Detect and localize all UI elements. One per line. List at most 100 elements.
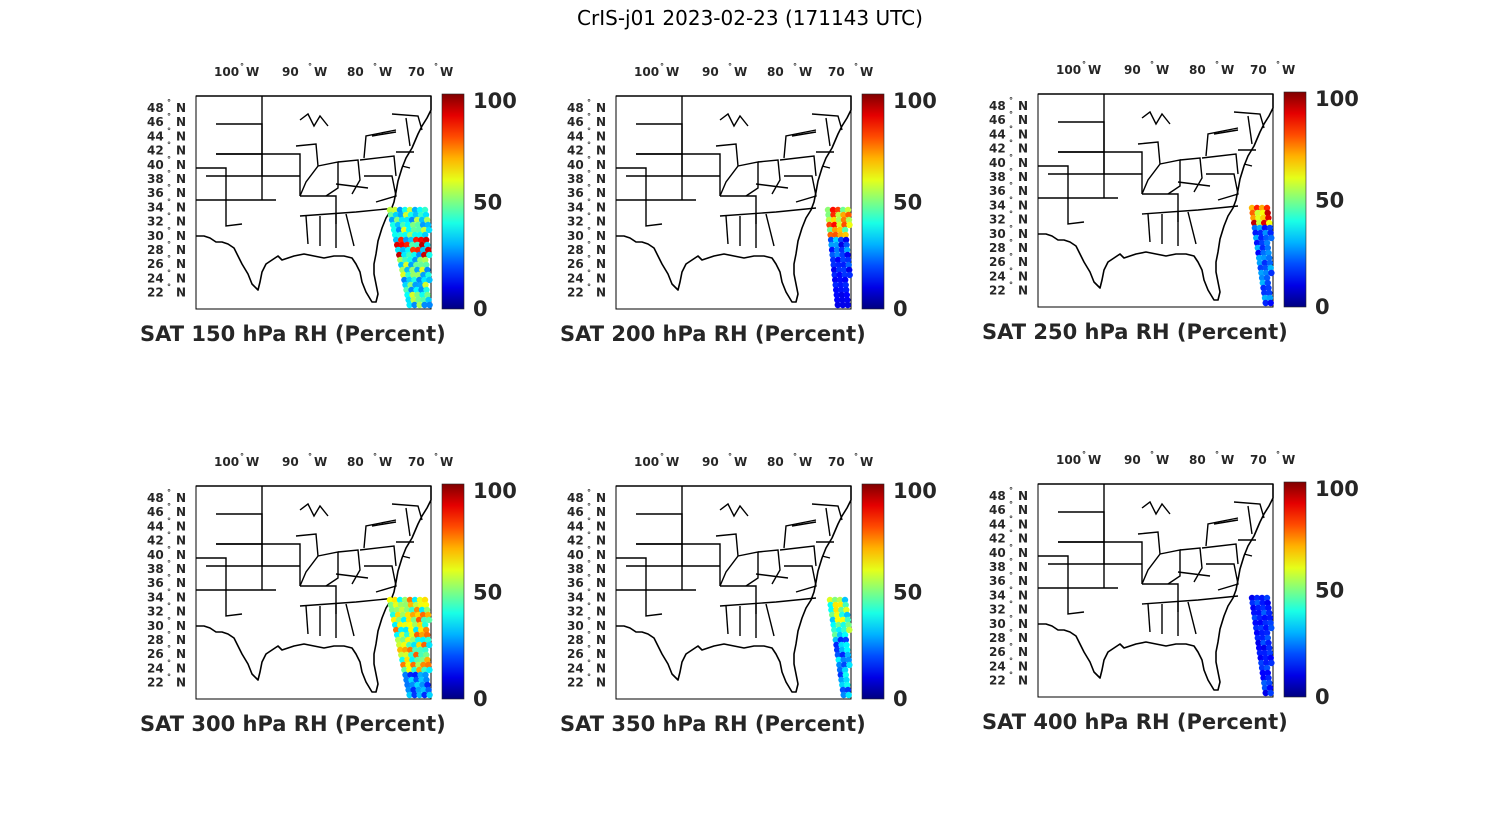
svg-text:°: ° [167, 240, 171, 249]
svg-text:48: 48 [567, 491, 584, 505]
state-border [1201, 153, 1239, 175]
svg-text:°: ° [167, 141, 171, 150]
state-border [779, 545, 817, 567]
svg-text:48: 48 [147, 101, 164, 115]
svg-text:N: N [176, 619, 186, 633]
map-svg: 100 ° W 90 ° W 80 ° W 70 ° W48 ° N46 ° N44 ° N42 ° N40 ° N38 °… [560, 452, 937, 736]
svg-text:28: 28 [989, 241, 1006, 255]
lat-label-46: 46 ° N [147, 502, 186, 519]
svg-text:34: 34 [147, 590, 164, 604]
state-border [1038, 165, 1118, 199]
lat-label-32: 32 ° N [567, 212, 606, 229]
svg-text:°: ° [660, 62, 664, 71]
state-border [737, 551, 759, 587]
colorbar-label-50: 50 [473, 581, 502, 605]
state-border [821, 165, 831, 169]
state-border [364, 565, 397, 593]
lat-label-32: 32 ° N [989, 600, 1028, 617]
state-border [682, 543, 721, 586]
state-border [1201, 543, 1239, 565]
lon-label-70: 70 ° W [408, 452, 453, 469]
svg-text:26: 26 [989, 255, 1006, 269]
map-area [615, 95, 853, 310]
coastline [616, 95, 852, 303]
panel-title: SAT 350 hPa RH (Percent) [560, 712, 866, 736]
svg-text:22: 22 [989, 674, 1006, 688]
svg-text:°: ° [587, 268, 591, 277]
svg-text:34: 34 [989, 588, 1006, 602]
svg-text:N: N [596, 144, 606, 158]
lat-label-30: 30 ° N [147, 226, 186, 243]
svg-text:90: 90 [702, 65, 719, 79]
state-border [1141, 500, 1171, 516]
svg-text:W: W [799, 65, 812, 79]
svg-text:N: N [1018, 546, 1028, 560]
svg-text:44: 44 [147, 129, 164, 143]
svg-text:N: N [176, 548, 186, 562]
state-border [359, 545, 397, 567]
lat-label-46: 46 ° N [989, 500, 1028, 517]
svg-text:°: ° [587, 240, 591, 249]
svg-text:°: ° [167, 616, 171, 625]
panel-title: SAT 250 hPa RH (Percent) [982, 320, 1288, 344]
state-border [825, 117, 831, 147]
state-border [1159, 549, 1181, 585]
svg-text:W: W [1088, 453, 1101, 467]
svg-text:N: N [176, 144, 186, 158]
svg-text:48: 48 [989, 99, 1006, 113]
svg-text:°: ° [587, 616, 591, 625]
state-border [364, 175, 397, 203]
svg-text:W: W [440, 455, 453, 469]
svg-text:°: ° [587, 169, 591, 178]
svg-text:W: W [379, 65, 392, 79]
svg-text:°: ° [1009, 167, 1013, 176]
state-border [196, 167, 276, 201]
svg-text:°: ° [167, 283, 171, 292]
svg-text:°: ° [1009, 529, 1013, 538]
map-panel-150hpa: 100 ° W 90 ° W 80 ° W 70 ° W 48 ° N 46 ° N 44 ° N 42 ° N 40 ° N 38 °… [140, 60, 560, 360]
svg-text:36: 36 [147, 576, 164, 590]
lat-label-22: 22 ° N [147, 673, 186, 690]
coastline [1038, 483, 1274, 691]
svg-text:42: 42 [147, 144, 164, 158]
svg-text:N: N [1018, 674, 1028, 688]
lat-label-22: 22 ° N [989, 281, 1028, 298]
rh-swath [824, 206, 853, 309]
map-svg: 100 ° W 90 ° W 80 ° W 70 ° W48 ° N46 ° N44 ° N42 ° N40 ° N38 °… [140, 452, 517, 736]
lat-label-36: 36 ° N [147, 573, 186, 590]
lat-label-28: 28 ° N [567, 240, 606, 257]
svg-text:°: ° [1276, 60, 1280, 69]
panel-title: SAT 300 hPa RH (Percent) [140, 712, 446, 736]
svg-text:°: ° [587, 658, 591, 667]
state-border [1177, 571, 1211, 577]
svg-text:70: 70 [408, 455, 425, 469]
svg-text:°: ° [1150, 450, 1154, 459]
colorbar-label-100: 100 [473, 89, 517, 113]
svg-text:34: 34 [989, 198, 1006, 212]
svg-text:W: W [246, 65, 259, 79]
svg-text:°: ° [1009, 557, 1013, 566]
svg-text:36: 36 [989, 574, 1006, 588]
svg-text:42: 42 [989, 142, 1006, 156]
svg-text:°: ° [587, 573, 591, 582]
map-panel-400hpa: 100 ° W 90 ° W 80 ° W 70 ° W 48 ° N 46 ° N 44 ° N 42 ° N 40 ° N 38 °… [982, 448, 1402, 748]
lon-label-70: 70 ° W [828, 452, 873, 469]
svg-text:N: N [176, 200, 186, 214]
svg-text:N: N [1018, 170, 1028, 184]
svg-text:100: 100 [1056, 453, 1081, 467]
svg-text:°: ° [167, 254, 171, 263]
lat-label-34: 34 ° N [147, 197, 186, 214]
svg-text:°: ° [167, 545, 171, 554]
svg-text:38: 38 [147, 562, 164, 576]
svg-text:W: W [1088, 63, 1101, 77]
svg-text:W: W [246, 455, 259, 469]
svg-text:N: N [176, 534, 186, 548]
lon-label-90: 90 ° W [282, 452, 327, 469]
svg-text:N: N [596, 200, 606, 214]
state-border [305, 605, 309, 635]
lat-label-38: 38 ° N [567, 559, 606, 576]
svg-text:N: N [596, 215, 606, 229]
lat-label-38: 38 ° N [147, 169, 186, 186]
svg-text:N: N [596, 129, 606, 143]
state-border [1206, 563, 1239, 591]
